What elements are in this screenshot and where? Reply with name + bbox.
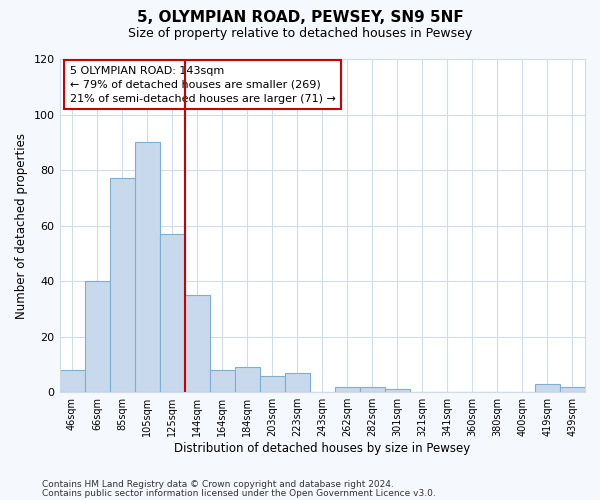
Bar: [160, 234, 185, 392]
Y-axis label: Number of detached properties: Number of detached properties: [15, 132, 28, 318]
Bar: [560, 386, 585, 392]
Bar: [285, 373, 310, 392]
Bar: [335, 386, 360, 392]
Bar: [535, 384, 560, 392]
Text: Contains HM Land Registry data © Crown copyright and database right 2024.: Contains HM Land Registry data © Crown c…: [42, 480, 394, 489]
Bar: [385, 390, 410, 392]
Bar: [85, 281, 110, 392]
Text: Contains public sector information licensed under the Open Government Licence v3: Contains public sector information licen…: [42, 488, 436, 498]
Bar: [260, 376, 285, 392]
Text: 5 OLYMPIAN ROAD: 143sqm
← 79% of detached houses are smaller (269)
21% of semi-d: 5 OLYMPIAN ROAD: 143sqm ← 79% of detache…: [70, 66, 336, 104]
Bar: [110, 178, 134, 392]
Bar: [134, 142, 160, 392]
Bar: [235, 367, 260, 392]
Bar: [209, 370, 235, 392]
Bar: [59, 370, 85, 392]
Text: Size of property relative to detached houses in Pewsey: Size of property relative to detached ho…: [128, 28, 472, 40]
Bar: [360, 386, 385, 392]
Text: 5, OLYMPIAN ROAD, PEWSEY, SN9 5NF: 5, OLYMPIAN ROAD, PEWSEY, SN9 5NF: [137, 10, 463, 25]
X-axis label: Distribution of detached houses by size in Pewsey: Distribution of detached houses by size …: [174, 442, 470, 455]
Bar: [185, 295, 209, 392]
